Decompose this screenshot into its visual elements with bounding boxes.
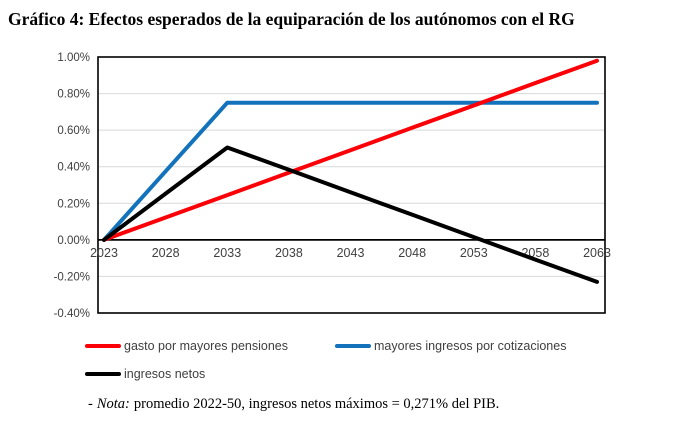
series-line-2 bbox=[102, 145, 599, 284]
figure-title: Gráfico 4: Efectos esperados de la equip… bbox=[8, 9, 575, 29]
x-tick-label: 2023 bbox=[90, 246, 118, 260]
note-dash: - bbox=[88, 396, 93, 412]
legend-item-cotizaciones: mayores ingresos por cotizaciones bbox=[335, 339, 566, 353]
legend-swatch-red-line bbox=[85, 344, 121, 348]
y-tick-label: -0.40% bbox=[54, 308, 90, 320]
x-tick-label: 2053 bbox=[460, 246, 488, 260]
y-tick-label: 1.00% bbox=[57, 52, 90, 64]
line-chart: 1.00% 0.80% 0.60% 0.40% 0.20% 0.00% -0.20% -0.4… bbox=[54, 52, 611, 320]
legend-label: gasto por mayores pensiones bbox=[124, 339, 288, 353]
y-tick-label: -0.20% bbox=[54, 271, 90, 283]
x-tick-label: 2033 bbox=[213, 246, 241, 260]
legend-label: mayores ingresos por cotizaciones bbox=[374, 339, 567, 353]
y-tick-label: 0.00% bbox=[57, 235, 90, 247]
note-text: promedio 2022-50, ingresos netos máximos… bbox=[133, 396, 500, 412]
y-tick-label: 0.20% bbox=[57, 198, 90, 210]
x-tick-label: 2048 bbox=[398, 246, 426, 260]
note-label: Nota: bbox=[96, 396, 130, 412]
x-tick-label: 2028 bbox=[152, 246, 180, 260]
y-tick-label: 0.80% bbox=[57, 89, 90, 101]
x-tick-label: 2038 bbox=[275, 246, 303, 260]
series-line-1 bbox=[102, 100, 599, 242]
legend-swatch-blue-line bbox=[335, 344, 371, 348]
x-tick-label: 2043 bbox=[337, 246, 365, 260]
series-line-0 bbox=[102, 58, 599, 242]
legend-item-gasto: gasto por mayores pensiones bbox=[85, 339, 288, 353]
legend-label: ingresos netos bbox=[124, 367, 206, 381]
legend-swatch-black-line bbox=[85, 372, 121, 376]
y-tick-label: 0.60% bbox=[57, 125, 90, 137]
y-tick-label: 0.40% bbox=[57, 162, 90, 174]
x-tick-label: 2063 bbox=[583, 246, 611, 260]
legend-item-netos: ingresos netos bbox=[85, 367, 205, 381]
plot-border bbox=[97, 56, 606, 314]
figure-note: - Nota: promedio 2022-50, ingresos netos m… bbox=[88, 396, 499, 413]
